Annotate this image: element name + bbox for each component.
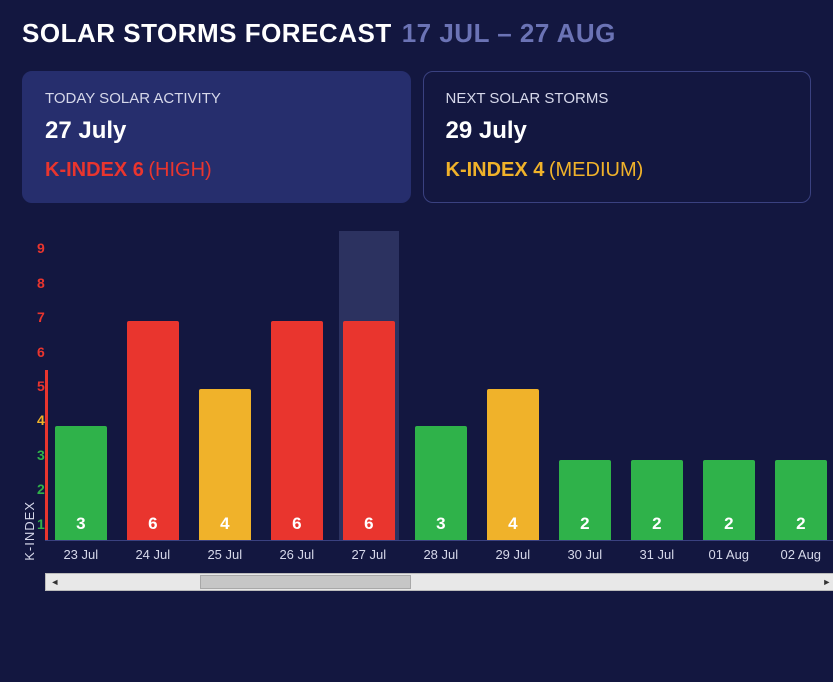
bar: 2 xyxy=(631,460,683,540)
x-tick: 02 Aug xyxy=(765,541,833,571)
bar-slot[interactable]: 2 xyxy=(549,231,621,540)
y-tick: 2 xyxy=(37,472,45,506)
bar: 6 xyxy=(343,321,395,540)
y-tick: 1 xyxy=(37,507,45,541)
next-k-index: K-INDEX 4 xyxy=(446,159,545,181)
next-storm-card[interactable]: NEXT SOLAR STORMS 29 July K-INDEX 4 (MED… xyxy=(423,71,812,203)
x-tick: 30 Jul xyxy=(549,541,621,571)
bar: 2 xyxy=(559,460,611,540)
k-index-chart: K-INDEX 987654321 36466342222 23 Jul24 J… xyxy=(22,231,811,591)
scroll-left-button[interactable]: ◄ xyxy=(46,574,64,590)
bar: 3 xyxy=(415,426,467,540)
bar-value: 2 xyxy=(796,514,805,540)
bar-value: 6 xyxy=(292,514,301,540)
bar-slot[interactable]: 3 xyxy=(405,231,477,540)
x-tick: 28 Jul xyxy=(405,541,477,571)
y-axis-label-col: K-INDEX xyxy=(22,231,37,591)
bar-slot[interactable]: 6 xyxy=(333,231,405,540)
bar-value: 4 xyxy=(220,514,229,540)
summary-cards: TODAY SOLAR ACTIVITY 27 July K-INDEX 6 (… xyxy=(22,71,811,203)
bar: 4 xyxy=(199,389,251,540)
next-level: (MEDIUM) xyxy=(549,159,643,181)
bar-value: 4 xyxy=(508,514,517,540)
chart-scrollbar[interactable]: ◄ ► xyxy=(45,573,833,591)
page-title: SOLAR STORMS FORECAST xyxy=(22,18,392,49)
bar-slot[interactable]: 3 xyxy=(45,231,117,540)
plot-column: 3 6 4 6 6 3 4 2 2 2 2 23 Jul24 Jul25 Jul26 Jul27 J… xyxy=(45,231,833,591)
scroll-track[interactable] xyxy=(64,574,818,590)
x-axis: 23 Jul24 Jul25 Jul26 Jul27 Jul28 Jul29 J… xyxy=(45,541,833,571)
bar-slot[interactable]: 2 xyxy=(621,231,693,540)
bar: 3 xyxy=(55,426,107,540)
bar-slot[interactable]: 2 xyxy=(765,231,833,540)
bar: 2 xyxy=(703,460,755,540)
bar-value: 2 xyxy=(580,514,589,540)
bar-slot[interactable]: 4 xyxy=(477,231,549,540)
y-tick: 9 xyxy=(37,231,45,265)
bar: 6 xyxy=(271,321,323,540)
bar: 6 xyxy=(127,321,179,540)
x-tick: 01 Aug xyxy=(693,541,765,571)
scroll-right-button[interactable]: ► xyxy=(818,574,833,590)
bar-value: 6 xyxy=(148,514,157,540)
bar: 2 xyxy=(775,460,827,540)
y-tick: 4 xyxy=(37,403,45,437)
y-axis-label: K-INDEX xyxy=(22,501,37,561)
y-axis: 987654321 xyxy=(37,231,45,591)
x-tick: 29 Jul xyxy=(477,541,549,571)
today-card-date: 27 July xyxy=(45,117,388,145)
y-tick: 3 xyxy=(37,438,45,472)
today-card-index-row: K-INDEX 6 (HIGH) xyxy=(45,159,388,182)
next-card-label: NEXT SOLAR STORMS xyxy=(446,90,789,107)
today-card-label: TODAY SOLAR ACTIVITY xyxy=(45,90,388,107)
bar-slot[interactable]: 2 xyxy=(693,231,765,540)
y-tick: 8 xyxy=(37,265,45,299)
bar-value: 2 xyxy=(652,514,661,540)
x-tick: 26 Jul xyxy=(261,541,333,571)
today-level: (HIGH) xyxy=(148,159,211,181)
today-activity-card[interactable]: TODAY SOLAR ACTIVITY 27 July K-INDEX 6 (… xyxy=(22,71,411,203)
bar-slot[interactable]: 6 xyxy=(117,231,189,540)
bar-slot[interactable]: 6 xyxy=(261,231,333,540)
today-k-index: K-INDEX 6 xyxy=(45,159,144,181)
y-tick: 7 xyxy=(37,300,45,334)
x-tick: 23 Jul xyxy=(45,541,117,571)
x-tick: 27 Jul xyxy=(333,541,405,571)
y-tick: 5 xyxy=(37,369,45,403)
plot-area: 3 6 4 6 6 3 4 2 2 2 2 xyxy=(45,231,833,541)
bar-value: 6 xyxy=(364,514,373,540)
page-title-row: SOLAR STORMS FORECAST 17 JUL – 27 AUG xyxy=(22,18,811,49)
bars-container: 3 6 4 6 6 3 4 2 2 2 2 xyxy=(45,231,833,540)
bar-slot[interactable]: 4 xyxy=(189,231,261,540)
next-card-date: 29 July xyxy=(446,117,789,145)
x-tick: 25 Jul xyxy=(189,541,261,571)
bar-value: 3 xyxy=(76,514,85,540)
scroll-thumb[interactable] xyxy=(200,575,411,589)
date-range: 17 JUL – 27 AUG xyxy=(402,18,616,49)
y-tick: 6 xyxy=(37,334,45,368)
x-tick: 31 Jul xyxy=(621,541,693,571)
bar: 4 xyxy=(487,389,539,540)
next-card-index-row: K-INDEX 4 (MEDIUM) xyxy=(446,159,789,182)
x-tick: 24 Jul xyxy=(117,541,189,571)
bar-value: 3 xyxy=(436,514,445,540)
bar-value: 2 xyxy=(724,514,733,540)
